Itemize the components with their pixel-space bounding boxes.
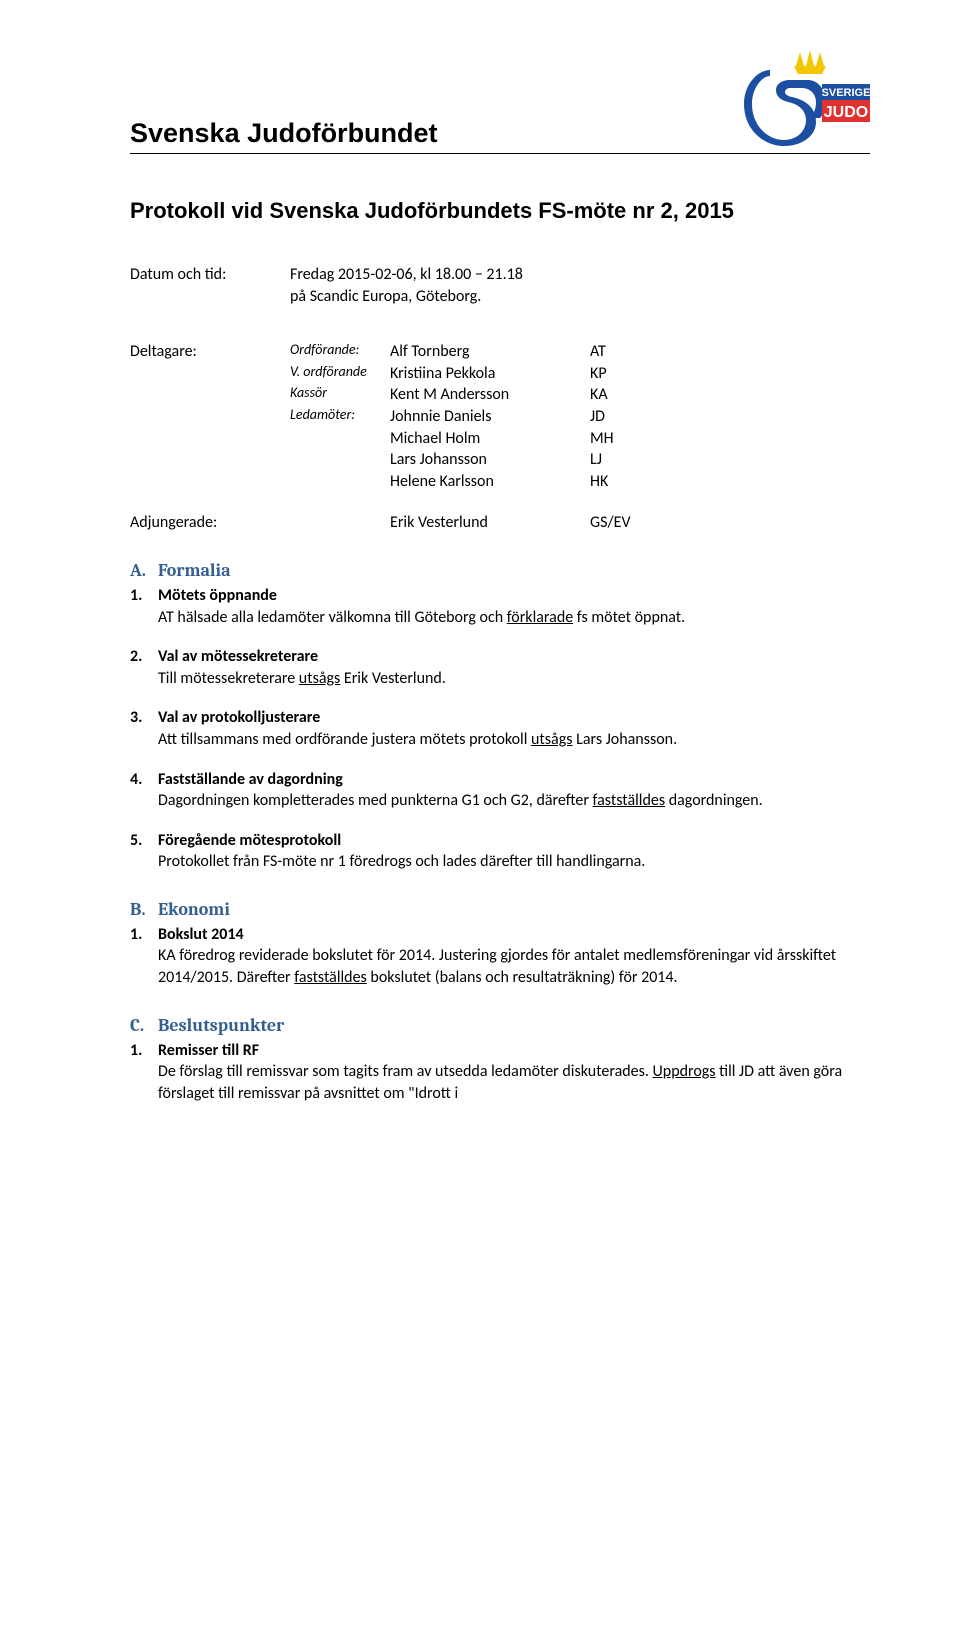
role: Kassör	[290, 384, 390, 406]
item-number: 2.	[130, 646, 158, 689]
table-row: Deltagare: Ordförande: Alf Tornberg AT	[130, 341, 870, 363]
abbr: LJ	[590, 449, 660, 471]
item-body: Val av protokolljusterare Att tillsamman…	[158, 707, 870, 750]
category-label: Adjungerade:	[130, 512, 290, 534]
item-number: 1.	[130, 585, 158, 628]
header-row: Svenska Judoförbundet SVERIGE JUDO	[130, 48, 870, 149]
name: Helene Karlsson	[390, 471, 590, 493]
judo-logo-icon: SVERIGE JUDO	[740, 48, 870, 148]
header-divider	[130, 153, 870, 154]
table-row: Adjungerade: Erik Vesterlund GS/EV	[130, 512, 870, 534]
role: Ordförande:	[290, 341, 390, 363]
list-item: 2. Val av mötessekreterare Till mötessek…	[130, 646, 870, 689]
name: Johnnie Daniels	[390, 406, 590, 428]
meta-block: Datum och tid: Fredag 2015-02-06, kl 18.…	[130, 264, 870, 307]
list-item: 1. Bokslut 2014 KA föredrog reviderade b…	[130, 924, 870, 989]
section-heading-c: C.Beslutspunkter	[130, 1015, 870, 1036]
s-glyph-icon	[744, 70, 826, 146]
item-number: 5.	[130, 830, 158, 873]
item-number: 1.	[130, 1040, 158, 1105]
abbr: MH	[590, 428, 660, 450]
item-body: Remisser till RF De förslag till remissv…	[158, 1040, 870, 1105]
abbr: JD	[590, 406, 660, 428]
category-label: Deltagare:	[130, 341, 290, 363]
abbr: KP	[590, 363, 660, 385]
meta-line2: på Scandic Europa, Göteborg.	[290, 286, 481, 308]
abbr: AT	[590, 341, 660, 363]
item-number: 4.	[130, 769, 158, 812]
table-row: V. ordförande Kristiina Pekkola KP	[130, 363, 870, 385]
participants-block: Deltagare: Ordförande: Alf Tornberg AT V…	[130, 341, 870, 492]
item-body: Mötets öppnande AT hälsade alla ledamöte…	[158, 585, 870, 628]
abbr: KA	[590, 384, 660, 406]
role: V. ordförande	[290, 363, 390, 385]
item-body: Föregående mötesprotokoll Protokollet fr…	[158, 830, 870, 873]
abbr: HK	[590, 471, 660, 493]
svg-text:JUDO: JUDO	[824, 104, 868, 121]
role: Ledamöter:	[290, 406, 390, 428]
logo-text: SVERIGE JUDO	[822, 84, 870, 122]
item-number: 3.	[130, 707, 158, 750]
name: Kristiina Pekkola	[390, 363, 590, 385]
list-item: 5. Föregående mötesprotokoll Protokollet…	[130, 830, 870, 873]
logo: SVERIGE JUDO	[740, 48, 870, 148]
document-title: Protokoll vid Svenska Judoförbundets FS-…	[130, 198, 870, 224]
list-item: 1. Mötets öppnande AT hälsade alla ledam…	[130, 585, 870, 628]
abbr: GS/EV	[590, 512, 660, 534]
list-item: 3. Val av protokolljusterare Att tillsam…	[130, 707, 870, 750]
org-title: Svenska Judoförbundet	[130, 118, 438, 149]
item-number: 1.	[130, 924, 158, 989]
table-row: Michael Holm MH	[130, 428, 870, 450]
name: Kent M Andersson	[390, 384, 590, 406]
svg-text:SVERIGE: SVERIGE	[822, 87, 870, 99]
section-heading-a: A.Formalia	[130, 560, 870, 581]
table-row: Lars Johansson LJ	[130, 449, 870, 471]
section-heading-b: B.Ekonomi	[130, 899, 870, 920]
name: Erik Vesterlund	[390, 512, 590, 534]
adjunct-block: Adjungerade: Erik Vesterlund GS/EV	[130, 512, 870, 534]
item-body: Bokslut 2014 KA föredrog reviderade boks…	[158, 924, 870, 989]
name: Lars Johansson	[390, 449, 590, 471]
item-body: Val av mötessekreterare Till mötessekret…	[158, 646, 870, 689]
table-row: Kassör Kent M Andersson KA	[130, 384, 870, 406]
name: Michael Holm	[390, 428, 590, 450]
table-row: Ledamöter: Johnnie Daniels JD	[130, 406, 870, 428]
crown-icon	[794, 50, 826, 74]
name: Alf Tornberg	[390, 341, 590, 363]
list-item: 4. Fastställande av dagordning Dagordnin…	[130, 769, 870, 812]
item-body: Fastställande av dagordning Dagordningen…	[158, 769, 870, 812]
meta-line1: Fredag 2015-02-06, kl 18.00 − 21.18	[290, 264, 523, 286]
table-row: Helene Karlsson HK	[130, 471, 870, 493]
list-item: 1. Remisser till RF De förslag till remi…	[130, 1040, 870, 1105]
meta-label: Datum och tid:	[130, 264, 290, 286]
